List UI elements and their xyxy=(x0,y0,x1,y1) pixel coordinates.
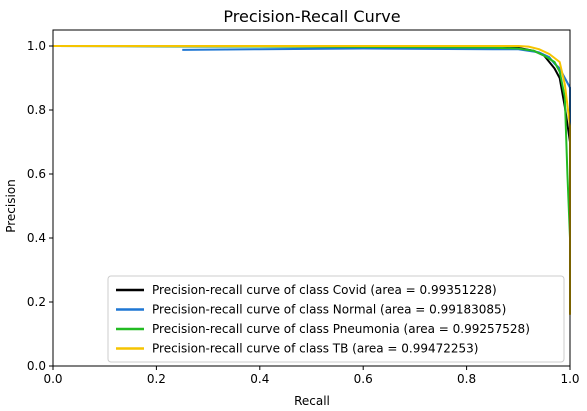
axes-frame xyxy=(52,29,571,367)
y-tick-label: 0.6 xyxy=(27,167,46,181)
plot-area xyxy=(52,45,571,315)
legend-entry-0: Precision-recall curve of class Covid (a… xyxy=(152,283,497,297)
x-tick-label: 0.0 xyxy=(43,372,62,386)
legend-entry-2: Precision-recall curve of class Pneumoni… xyxy=(152,322,530,336)
x-axis-label: Recall xyxy=(294,394,330,408)
y-tick-label: 0.0 xyxy=(27,359,46,373)
x-tick-label: 0.2 xyxy=(147,372,166,386)
y-tick-label: 0.4 xyxy=(27,231,46,245)
chart-title: Precision-Recall Curve xyxy=(223,7,400,26)
series-line-1 xyxy=(182,47,571,261)
y-axis-ticks: 0.0 0.2 0.4 0.6 0.8 1.0 xyxy=(27,39,53,373)
x-axis-ticks: 0.0 0.2 0.4 0.6 0.8 1.0 xyxy=(43,366,580,386)
x-tick-label: 0.8 xyxy=(457,372,476,386)
x-tick-label: 1.0 xyxy=(560,372,579,386)
legend-box xyxy=(107,275,565,363)
y-tick-label: 0.2 xyxy=(27,295,46,309)
series-line-2 xyxy=(52,45,571,239)
series-line-3 xyxy=(53,45,571,315)
x-tick-label: 0.4 xyxy=(250,372,269,386)
x-tick-label: 0.6 xyxy=(354,372,373,386)
legend-entry-1: Precision-recall curve of class Normal (… xyxy=(152,303,506,317)
y-tick-label: 0.8 xyxy=(27,103,46,117)
legend: Precision-recall curve of class Covid (a… xyxy=(107,275,565,363)
y-axis-label: Precision xyxy=(4,179,18,233)
y-tick-label: 1.0 xyxy=(27,39,46,53)
series-line-0 xyxy=(52,45,571,232)
legend-entry-3: Precision-recall curve of class TB (area… xyxy=(152,342,479,356)
